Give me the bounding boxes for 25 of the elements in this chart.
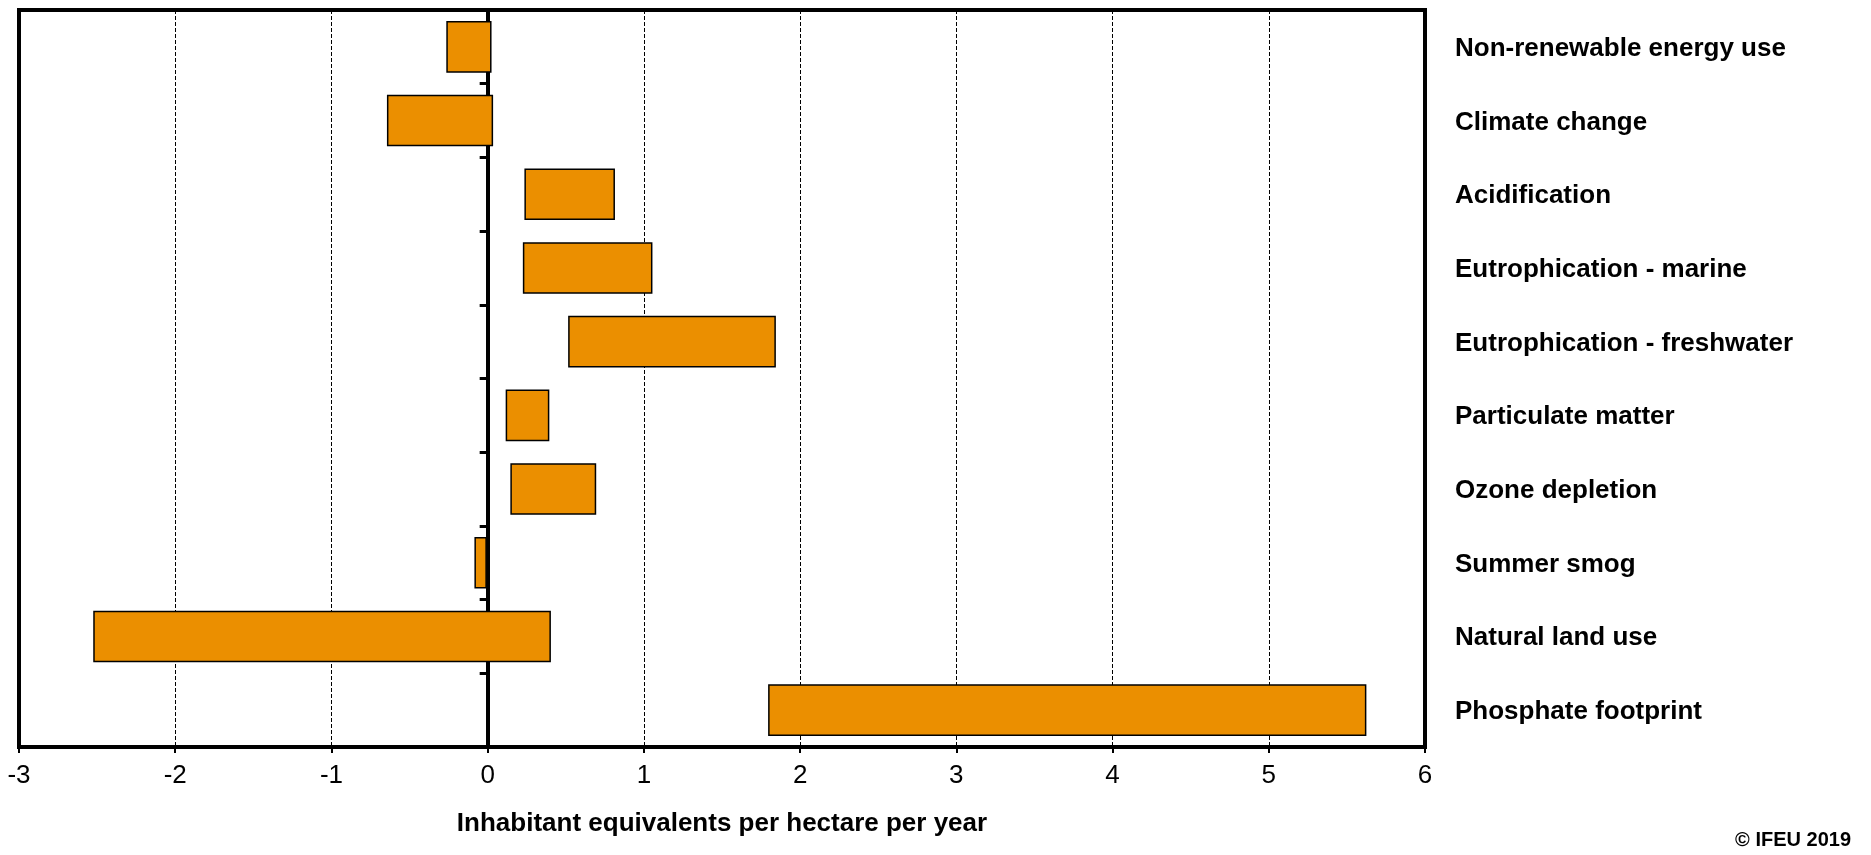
text: © IFEU 2019: [1735, 828, 1852, 850]
y-tick-label: Ozone depletion: [1455, 474, 1658, 505]
y-tick-label: Eutrophication - marine: [1455, 252, 1747, 283]
x-axis-title: Inhabitant equivalents per hectare per year: [456, 807, 988, 837]
x-tick-label: 4: [1105, 759, 1120, 789]
y-tick-label: Eutrophication - freshwater: [1455, 326, 1794, 357]
x-tick-label: -1: [319, 759, 344, 789]
bar: [524, 168, 615, 221]
y-tick-label: Natural land use: [1455, 621, 1658, 652]
x-tick-label: 2: [792, 759, 808, 789]
y-tick-label: Non-renewable energy use: [1455, 31, 1786, 62]
y-tick-label: Particulate matter: [1455, 400, 1675, 431]
x-tick-label: 0: [480, 759, 495, 789]
y-tick-label: Summer smog: [1455, 547, 1636, 578]
x-tick-label: 5: [1261, 759, 1277, 789]
bar: [505, 389, 550, 442]
x-tick-label: -3: [7, 759, 31, 789]
y-tick-label: Climate change: [1455, 105, 1648, 136]
x-tick-label: 1: [636, 759, 652, 789]
y-tick-label: Phosphate footprint: [1455, 695, 1703, 726]
x-tick-label: 3: [949, 759, 964, 789]
x-tick-label: 6: [1417, 759, 1433, 789]
x-tick-label: -2: [163, 759, 187, 789]
y-tick-label: Acidification: [1455, 179, 1612, 210]
bar: [510, 463, 597, 515]
